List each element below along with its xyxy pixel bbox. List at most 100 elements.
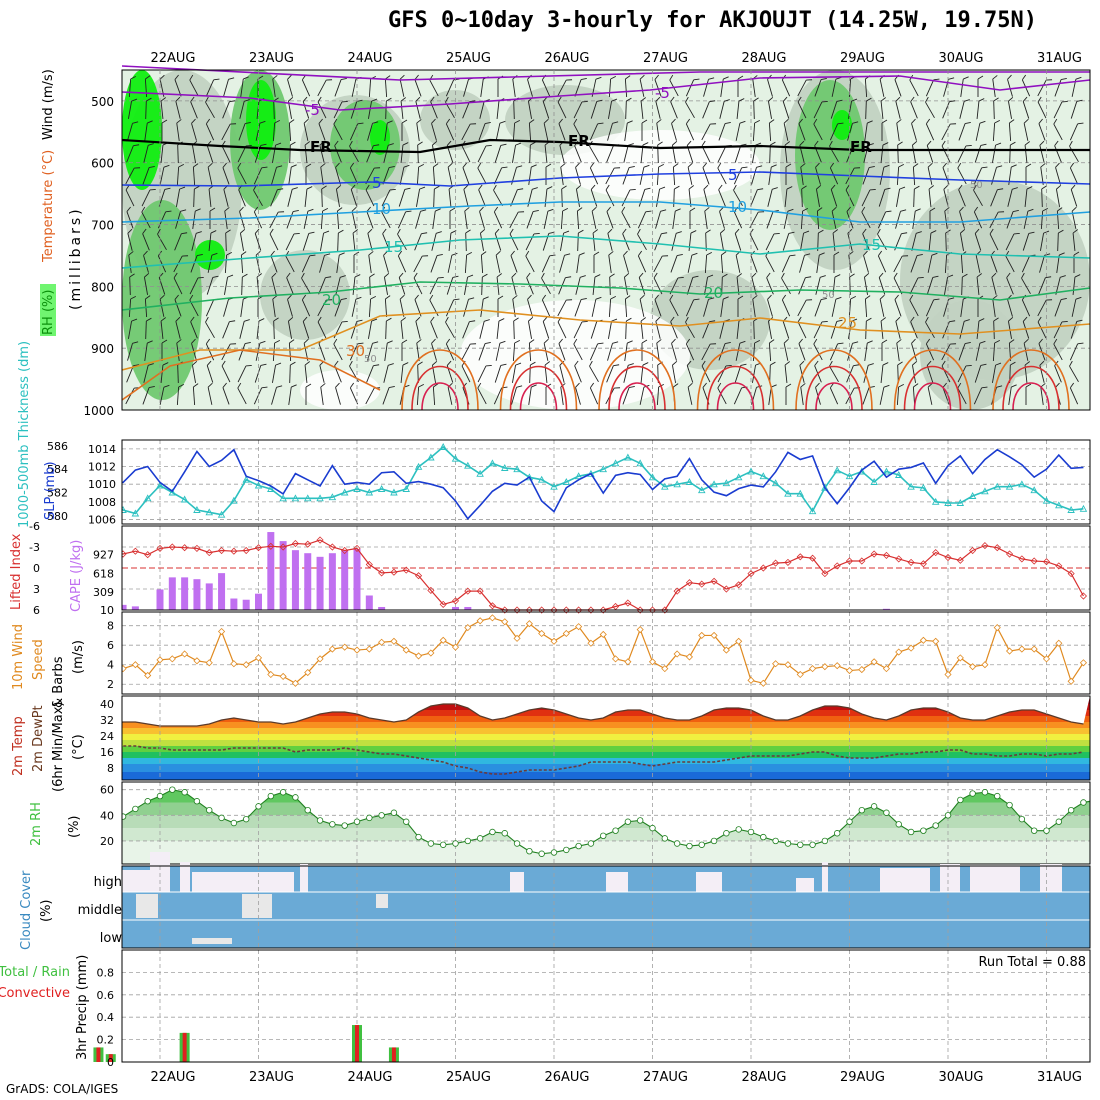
data-point bbox=[464, 587, 472, 595]
rh-clear-region bbox=[460, 300, 690, 410]
date-label-bottom: 26AUG bbox=[544, 1070, 589, 1085]
wind-barb bbox=[465, 229, 471, 252]
wind-barb bbox=[639, 294, 645, 317]
wind-barb bbox=[701, 140, 711, 163]
wind-barb bbox=[1069, 342, 1084, 361]
wind-barb bbox=[206, 275, 219, 295]
data-point bbox=[882, 467, 891, 475]
data-point bbox=[612, 827, 619, 834]
wind-barb bbox=[687, 162, 693, 185]
data-point bbox=[452, 840, 459, 847]
data-point bbox=[870, 550, 878, 558]
wind-barb bbox=[205, 338, 215, 361]
wind-barb bbox=[753, 97, 759, 120]
data-point bbox=[1080, 799, 1087, 806]
data-point bbox=[122, 813, 127, 820]
wind-barb bbox=[624, 75, 631, 98]
data-point bbox=[574, 472, 583, 480]
wind-barb bbox=[749, 228, 759, 251]
data-point bbox=[328, 493, 337, 501]
wind-barb bbox=[625, 97, 632, 120]
wind-barb bbox=[925, 118, 935, 141]
data-point bbox=[661, 606, 669, 614]
cloud-gap bbox=[1040, 864, 1062, 892]
wind-barb bbox=[895, 209, 907, 229]
wind-barb bbox=[608, 295, 617, 318]
wind-barb bbox=[848, 295, 857, 318]
data-point bbox=[353, 544, 361, 552]
wind-barb bbox=[1039, 140, 1045, 163]
data-point bbox=[304, 806, 311, 814]
wind-barb bbox=[927, 382, 933, 405]
wind-barb bbox=[222, 382, 230, 405]
data-point bbox=[993, 624, 1001, 632]
wind-barb bbox=[366, 144, 380, 163]
wind-barb bbox=[511, 362, 522, 383]
data-point bbox=[513, 606, 521, 614]
tick-label: 8 bbox=[107, 762, 114, 775]
wind-barb bbox=[175, 186, 186, 207]
wind-barb bbox=[174, 294, 182, 317]
wind-barb bbox=[205, 78, 220, 97]
wind-barb bbox=[286, 209, 299, 229]
wind-barb bbox=[784, 186, 793, 207]
wind-barb bbox=[557, 96, 567, 119]
wind-barb bbox=[193, 185, 200, 208]
wind-barb bbox=[1023, 118, 1029, 141]
wind-barb bbox=[973, 184, 983, 207]
wind-barb bbox=[847, 341, 859, 361]
wind-barb bbox=[896, 383, 905, 406]
wind-barb bbox=[768, 119, 775, 142]
wind-barb bbox=[1007, 187, 1018, 207]
data-point bbox=[501, 830, 508, 837]
slp-axis-label: SLP (mb) bbox=[43, 461, 58, 520]
wind-barb bbox=[288, 384, 297, 405]
wind-barb bbox=[1037, 96, 1047, 119]
wind-barb bbox=[159, 294, 165, 317]
wind-barb bbox=[272, 339, 281, 362]
series-line bbox=[122, 617, 1084, 684]
precip-panel-frame bbox=[121, 949, 1091, 1063]
data-point bbox=[1067, 506, 1075, 513]
data-point bbox=[784, 558, 792, 566]
wind-barb bbox=[1008, 384, 1017, 405]
data-point bbox=[648, 473, 657, 481]
wind-barb bbox=[159, 164, 170, 185]
wind-barb bbox=[189, 276, 204, 295]
wind-barb bbox=[288, 164, 297, 185]
wind-barb bbox=[991, 362, 1002, 383]
wind-barb bbox=[463, 297, 475, 317]
wind-barb bbox=[174, 232, 188, 251]
wind-barb bbox=[1072, 229, 1078, 251]
data-point bbox=[1055, 639, 1063, 647]
wind-barb bbox=[734, 143, 747, 163]
wind-barb bbox=[784, 361, 790, 383]
data-point bbox=[414, 652, 423, 660]
wind-barb bbox=[880, 317, 886, 339]
wind-barb bbox=[222, 162, 230, 185]
cloud-gap bbox=[376, 894, 388, 908]
wind-barb bbox=[719, 228, 726, 251]
wind-barb bbox=[911, 620, 918, 645]
isotherm-label: FR bbox=[310, 138, 332, 156]
wind-barb bbox=[382, 165, 395, 185]
wind-barb bbox=[670, 253, 683, 273]
wind-barb bbox=[797, 299, 813, 317]
wind-barb bbox=[685, 298, 700, 317]
wind-barb bbox=[735, 120, 746, 141]
wind-barb bbox=[145, 97, 152, 120]
wind-barb bbox=[847, 121, 859, 141]
data-point bbox=[833, 830, 841, 837]
wind-barb bbox=[509, 211, 525, 229]
wind-barb bbox=[957, 162, 967, 185]
wind-barb bbox=[574, 297, 587, 317]
data-point bbox=[969, 663, 977, 671]
wind-barb bbox=[736, 98, 745, 119]
wind-barb bbox=[959, 99, 970, 119]
wind-barb bbox=[685, 118, 695, 141]
wind-barb bbox=[895, 316, 901, 339]
data-point bbox=[636, 606, 644, 614]
wind-barb bbox=[437, 615, 457, 639]
wind-barb bbox=[974, 143, 987, 163]
wind-barb bbox=[976, 98, 985, 119]
